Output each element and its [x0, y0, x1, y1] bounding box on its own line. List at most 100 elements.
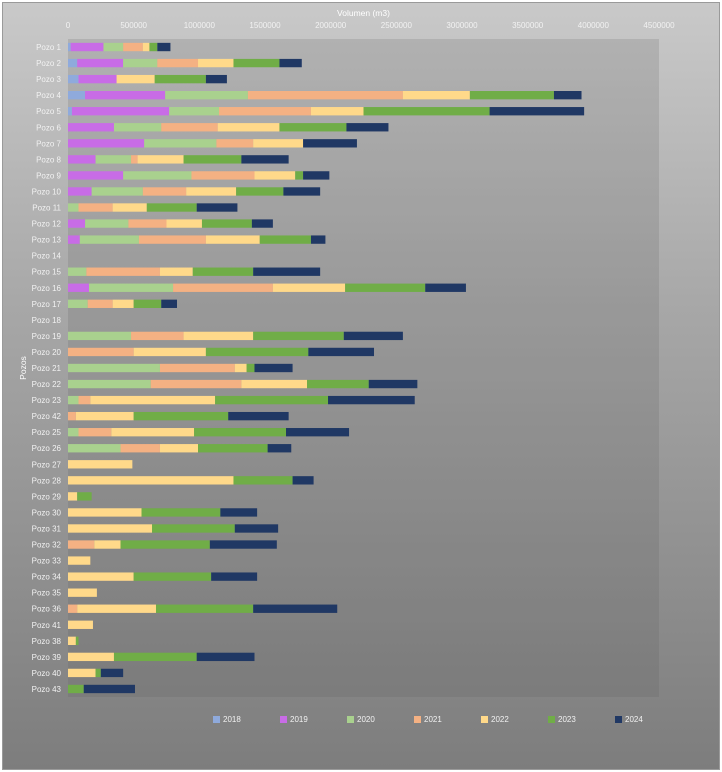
- bar-segment: [196, 652, 255, 662]
- bar-segment: [346, 123, 389, 132]
- bar-segment: [251, 219, 273, 228]
- y-category-label: Pozo 14: [32, 252, 62, 261]
- bar-segment: [254, 363, 293, 373]
- bar-segment: [83, 684, 135, 694]
- x-tick-label: 2500000: [381, 21, 413, 30]
- bar-segment: [68, 203, 79, 212]
- bar-segment: [253, 331, 344, 341]
- bar-segment: [68, 460, 133, 469]
- bar-segment: [78, 74, 117, 84]
- bar-segment: [205, 347, 309, 357]
- bar-segment: [68, 363, 160, 373]
- legend-label[interactable]: 2023: [558, 715, 576, 724]
- bar-segment: [78, 203, 113, 212]
- bar-segment: [247, 90, 403, 100]
- bar-segment: [133, 347, 206, 357]
- legend[interactable]: 2018 2019 2020 2021 2022 2023 2024: [213, 715, 643, 724]
- y-category-label: Pozo 22: [32, 380, 62, 389]
- bar-segment: [216, 139, 254, 148]
- y-category-label: Pozo 42: [32, 412, 62, 421]
- legend-label[interactable]: 2018: [223, 715, 241, 724]
- y-category-label: Pozo 40: [32, 669, 62, 678]
- bar-segment: [68, 428, 79, 437]
- bar-segment: [75, 636, 79, 646]
- bar-segment: [123, 58, 158, 68]
- bar-segment: [363, 107, 490, 116]
- bar-segment: [133, 411, 229, 421]
- bar-segment: [137, 155, 184, 164]
- bar-segment: [68, 395, 79, 405]
- bar-segment: [241, 379, 308, 389]
- bar-segment: [91, 187, 143, 196]
- legend-swatch: [414, 716, 421, 723]
- bar-segment: [220, 508, 258, 517]
- bar-segment: [68, 171, 124, 180]
- bar-segment: [68, 524, 153, 533]
- bar-segment: [68, 107, 72, 116]
- bar-segment: [131, 331, 184, 341]
- bar-segment: [77, 58, 124, 68]
- bar-segment: [141, 508, 221, 517]
- y-category-label: Pozo 41: [32, 621, 62, 630]
- bar-segment: [68, 379, 151, 389]
- x-tick-label: 0: [66, 21, 71, 30]
- bar-segment: [165, 90, 248, 100]
- bar-segment: [142, 42, 150, 52]
- bar-segment: [78, 395, 91, 405]
- y-category-label: Pozo 35: [32, 589, 62, 598]
- bar-segment: [228, 411, 289, 421]
- bar-segment: [89, 283, 174, 292]
- bar-segment: [123, 171, 192, 180]
- bar-segment: [149, 42, 158, 52]
- y-category-label: Pozo 25: [32, 428, 62, 437]
- legend-label[interactable]: 2019: [290, 715, 308, 724]
- bar-segment: [308, 347, 375, 357]
- y-category-label: Pozo 13: [32, 236, 62, 245]
- bars: [68, 42, 585, 694]
- bar-segment: [116, 74, 155, 84]
- bar-segment: [103, 42, 124, 52]
- y-category-label: Pozo 20: [32, 348, 62, 357]
- legend-label[interactable]: 2020: [357, 715, 375, 724]
- y-category-label: Pozo 30: [32, 508, 62, 517]
- bar-segment: [68, 411, 76, 421]
- bar-segment: [68, 155, 96, 164]
- bar-segment: [152, 524, 235, 533]
- bar-segment: [155, 604, 254, 613]
- bar-segment: [68, 588, 97, 597]
- bar-segment: [68, 235, 80, 244]
- bar-segment: [112, 203, 147, 212]
- bar-segment: [68, 684, 84, 694]
- bar-segment: [100, 668, 124, 678]
- legend-label[interactable]: 2022: [491, 715, 509, 724]
- x-tick-label: 4000000: [578, 21, 610, 30]
- bar-segment: [75, 411, 134, 421]
- bar-segment: [120, 444, 160, 453]
- bar-segment: [425, 283, 466, 292]
- y-category-label: Pozo 19: [32, 332, 62, 341]
- bar-segment: [68, 604, 78, 613]
- x-tick-label: 4500000: [643, 21, 675, 30]
- bar-segment: [402, 90, 470, 100]
- bar-segment: [219, 107, 311, 116]
- y-category-label: Pozo 31: [32, 524, 62, 533]
- y-category-label: Pozo 12: [32, 220, 62, 229]
- bar-segment: [112, 299, 134, 308]
- x-tick-label: 500000: [120, 21, 147, 30]
- legend-label[interactable]: 2021: [424, 715, 442, 724]
- bar-segment: [146, 203, 197, 212]
- bar-segment: [70, 42, 104, 52]
- bar-segment: [95, 155, 132, 164]
- stacked-bar-chart: Volumen (m3) Pozos 0 500000 1000000 1500000…: [18, 8, 675, 724]
- x-tick-label: 2000000: [315, 21, 347, 30]
- bar-segment: [159, 267, 193, 276]
- bar-segment: [234, 524, 279, 533]
- y-category-label: Pozo 3: [36, 75, 61, 84]
- bar-segment: [68, 58, 78, 68]
- legend-label[interactable]: 2024: [625, 715, 643, 724]
- y-category-label: Pozo 5: [36, 107, 61, 116]
- bar-segment: [267, 444, 292, 453]
- legend-swatch: [548, 716, 555, 723]
- bar-segment: [85, 90, 166, 100]
- bar-segment: [328, 395, 415, 405]
